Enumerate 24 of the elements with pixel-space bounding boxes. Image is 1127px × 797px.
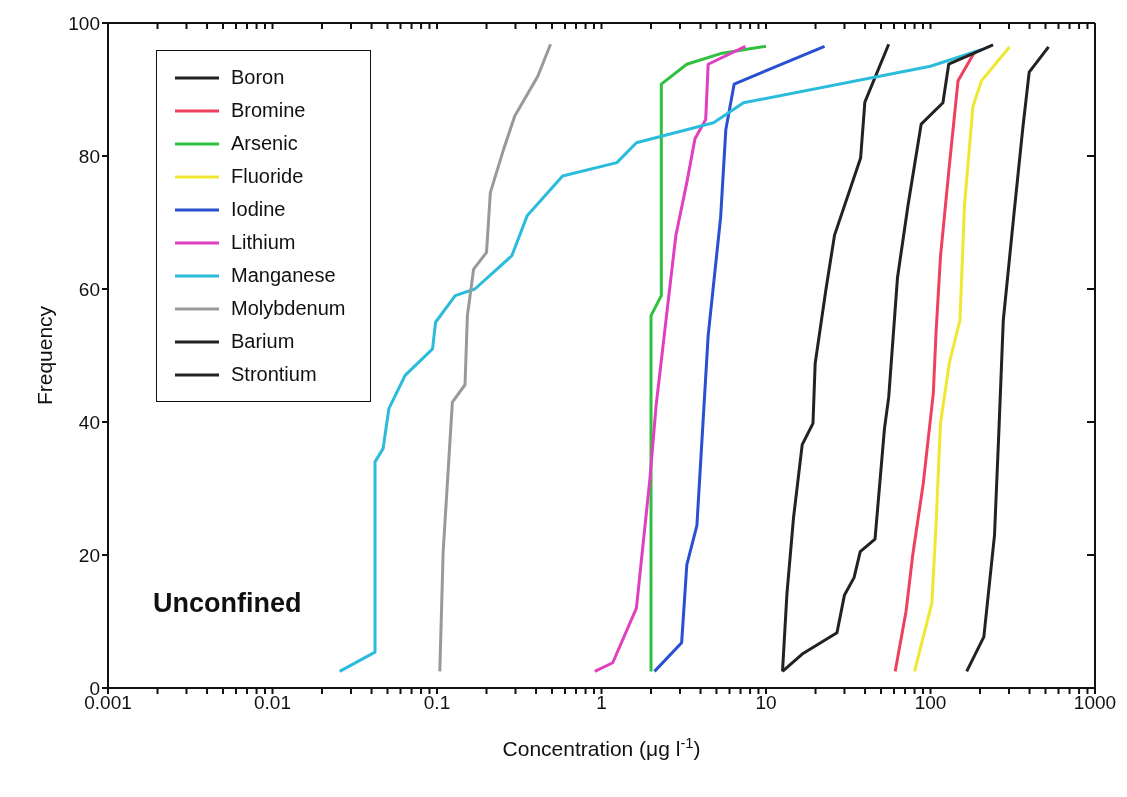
y-tick-label: 40 [78, 411, 100, 433]
legend-label: Molybdenum [231, 297, 346, 320]
legend-label: Arsenic [231, 132, 298, 155]
y-tick-label: 60 [78, 278, 100, 300]
y-axis-title: Frequency [33, 305, 56, 406]
x-axis-title: Concentration (μg l$^{-1}$) [502, 735, 701, 760]
legend-label: Boron [231, 66, 285, 89]
y-tick-label: 80 [78, 145, 100, 167]
x-tick-label: 0.1 [423, 692, 451, 714]
legend-label: Strontium [231, 363, 317, 386]
x-tick-label: 0.01 [254, 692, 291, 714]
x-tick-label: 10 [755, 692, 777, 714]
annotation: Unconfined [153, 588, 302, 619]
legend-label: Manganese [231, 264, 336, 287]
legend-label: Barium [231, 330, 295, 353]
y-tick-label: 20 [78, 544, 100, 566]
legend-label: Bromine [231, 99, 306, 122]
x-tick-label: 100 [914, 692, 947, 714]
x-tick-label: 1 [596, 692, 607, 714]
x-tick-label: 1000 [1073, 692, 1117, 714]
legend-label: Lithium [231, 231, 296, 254]
y-tick-label: 100 [68, 12, 100, 34]
legend-label: Iodine [231, 198, 286, 221]
legend-label: Fluoride [231, 165, 304, 188]
